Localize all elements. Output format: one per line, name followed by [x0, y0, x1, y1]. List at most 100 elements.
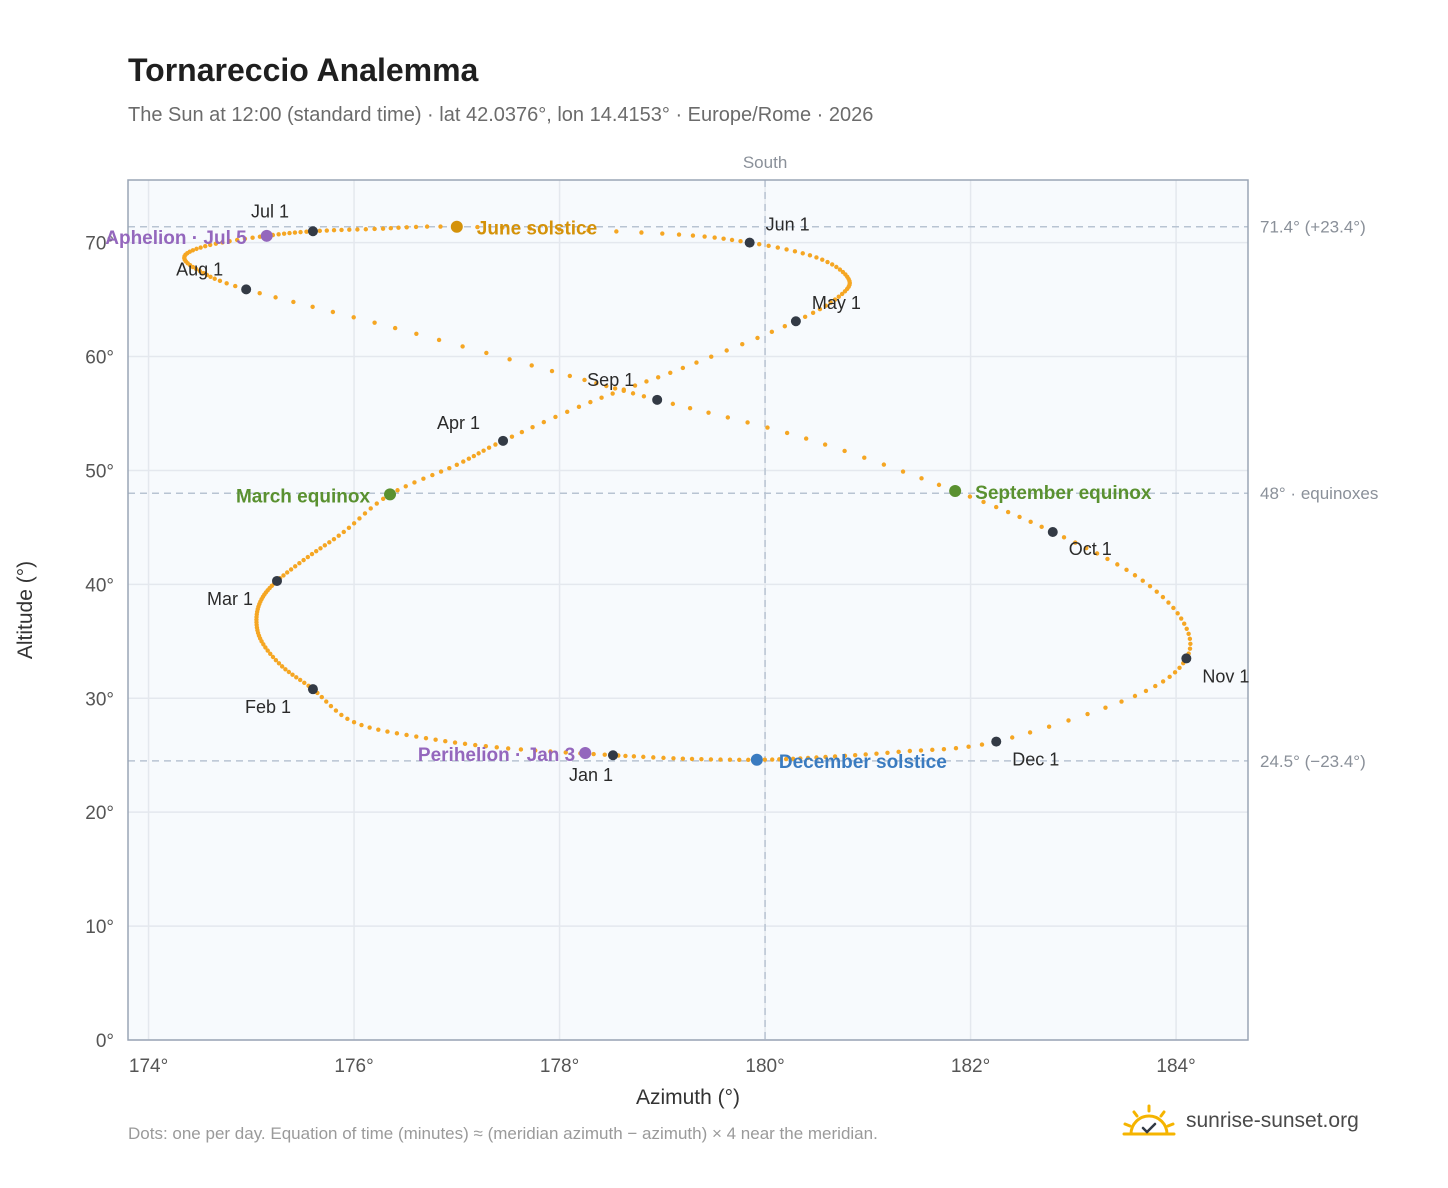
daily-dot [553, 414, 558, 420]
daily-dot [591, 751, 596, 757]
south-label: South [743, 153, 787, 172]
daily-dot [832, 754, 838, 759]
daily-dot [414, 331, 419, 336]
daily-dot [509, 434, 515, 439]
event-marker [579, 746, 592, 759]
daily-dot [765, 425, 770, 430]
daily-dot [614, 229, 619, 234]
daily-dot [233, 283, 238, 289]
daily-dot [454, 462, 460, 467]
event-marker [384, 488, 397, 501]
daily-dot [718, 757, 723, 762]
daily-dot [565, 409, 570, 415]
daily-dot [412, 480, 417, 485]
daily-dot [430, 472, 435, 478]
event-label: June solstice [477, 219, 597, 240]
daily-dot [392, 325, 398, 331]
daily-dot [1160, 679, 1166, 684]
daily-dot [702, 234, 707, 239]
daily-dot [660, 231, 665, 236]
daily-dot [220, 240, 225, 245]
daily-dot [403, 484, 408, 489]
daily-dot [694, 360, 699, 365]
daily-dot [834, 264, 839, 270]
daily-dot [680, 756, 686, 761]
brand[interactable]: sunrise-sunset.org [1122, 1104, 1359, 1138]
month-marker [607, 750, 618, 761]
daily-dot [1028, 519, 1033, 525]
daily-dot [433, 737, 438, 742]
daily-dot [257, 290, 262, 296]
daily-dot [414, 734, 419, 739]
daily-dot [505, 746, 511, 751]
daily-dot [388, 225, 394, 231]
month-marker [991, 736, 1002, 747]
daily-dot [394, 731, 400, 736]
daily-dot [279, 664, 285, 669]
daily-dot [1177, 665, 1182, 670]
daily-dot [203, 244, 208, 249]
daily-dot [486, 445, 492, 450]
daily-dot [967, 494, 973, 499]
daily-dot [423, 735, 429, 741]
daily-dot [494, 745, 499, 750]
daily-dot [194, 246, 199, 252]
daily-dot [310, 304, 315, 310]
daily-dot [810, 310, 816, 316]
daily-dot [224, 281, 229, 286]
daily-dot [396, 225, 401, 230]
daily-dot [1027, 730, 1033, 735]
daily-dot [800, 251, 805, 256]
daily-dot [836, 294, 841, 299]
daily-dot [385, 729, 390, 734]
daily-dot [994, 504, 999, 510]
daily-dot [347, 227, 352, 232]
daily-dot [588, 399, 593, 405]
daily-dot [671, 756, 676, 761]
daily-dot [612, 386, 618, 391]
daily-dot [297, 561, 302, 566]
brand-name: sunrise-sunset.org [1186, 1109, 1359, 1132]
y-tick-label: 10° [85, 917, 114, 938]
daily-dot [314, 548, 319, 554]
month-label: Dec 1 [1012, 750, 1059, 770]
daily-dot [661, 755, 666, 761]
daily-dot [907, 748, 913, 754]
daily-dot [729, 237, 735, 243]
month-label: Aug 1 [176, 259, 223, 279]
daily-dot [582, 377, 587, 383]
daily-dot [830, 262, 835, 267]
daily-dot [204, 272, 210, 278]
month-marker [744, 237, 755, 248]
daily-dot [1115, 562, 1120, 567]
daily-dot [413, 224, 419, 230]
daily-dot [322, 543, 328, 548]
daily-dot [863, 752, 868, 757]
month-label: Oct 1 [1069, 539, 1112, 559]
daily-dot [355, 227, 360, 232]
daily-dot [336, 533, 341, 538]
daily-dot [507, 357, 512, 362]
daily-dot [1105, 556, 1110, 562]
daily-dot [839, 291, 845, 297]
daily-dot [783, 756, 789, 762]
daily-dot [746, 757, 751, 763]
x-tick-label: 178° [540, 1056, 579, 1077]
daily-dot [837, 267, 843, 272]
daily-dot [737, 757, 742, 762]
daily-dot [918, 748, 924, 753]
event-label: March equinox [236, 486, 371, 507]
daily-dot [276, 661, 282, 666]
daily-dot [1187, 646, 1193, 651]
daily-dot [832, 297, 838, 302]
daily-dot [476, 451, 481, 456]
daily-dot [283, 667, 288, 672]
daily-dot [198, 245, 203, 250]
daily-dot [281, 231, 287, 236]
daily-dot [265, 648, 270, 653]
daily-dot [919, 476, 924, 481]
month-marker [652, 394, 663, 405]
daily-dot [466, 456, 472, 461]
daily-dot [807, 253, 813, 258]
daily-dot [443, 738, 448, 744]
